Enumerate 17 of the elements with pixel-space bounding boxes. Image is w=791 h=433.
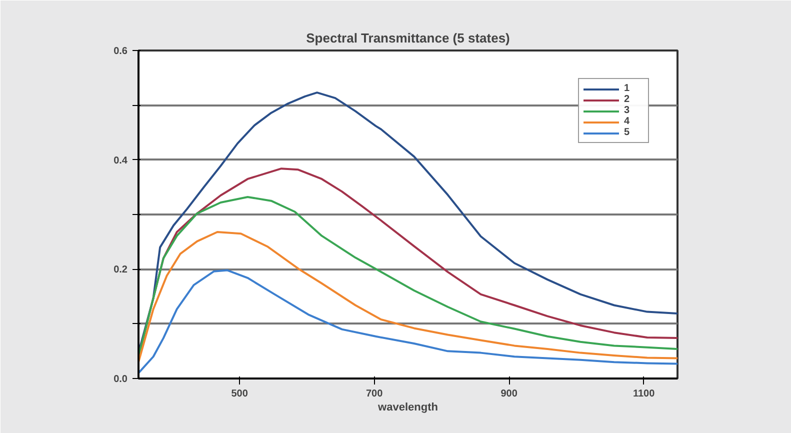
y-tick-label: 0.0 — [114, 374, 128, 385]
x-tick-label: 700 — [366, 388, 384, 400]
y-tick-label: 0.2 — [114, 264, 128, 276]
y-tick-label: 0.4 — [114, 155, 128, 166]
legend-label: 3 — [624, 105, 631, 116]
x-tick-label: 900 — [500, 388, 518, 400]
legend-label: 2 — [624, 94, 631, 105]
x-tick-label: 1100 — [632, 388, 656, 400]
y-tick-label: 0.6 — [114, 46, 128, 57]
x-tick-label: 500 — [231, 388, 248, 400]
x-axis-title: wavelength — [377, 402, 438, 414]
line-series — [138, 269, 678, 374]
legend-label: 1 — [624, 83, 631, 94]
chart-title: Spectral Transmittance (5 states) — [306, 30, 510, 46]
line-series — [138, 230, 678, 364]
legend-label: 4 — [624, 116, 631, 127]
legend-label: 5 — [624, 127, 631, 138]
